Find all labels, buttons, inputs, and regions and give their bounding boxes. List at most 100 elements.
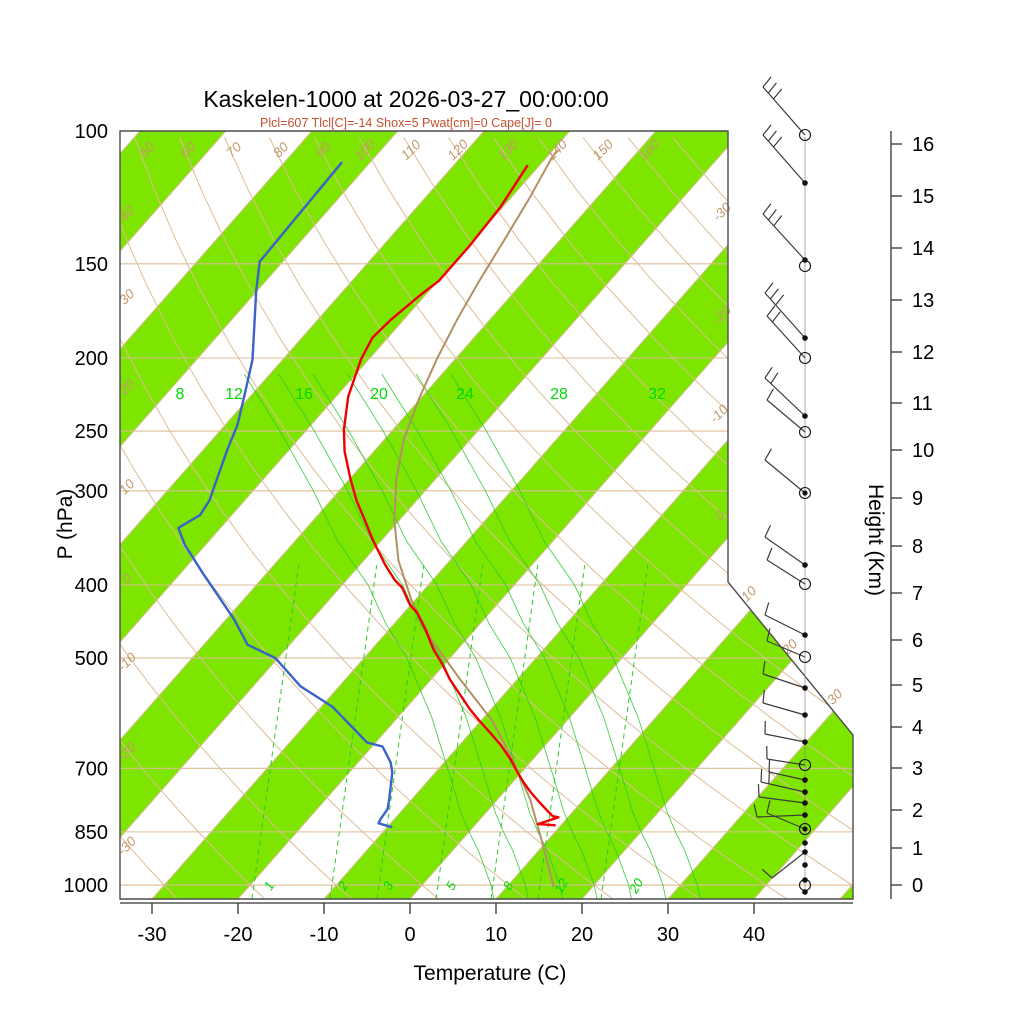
svg-text:850: 850 [75,822,108,844]
svg-text:40: 40 [743,924,765,946]
station-circle [798,259,812,273]
pressure-axis-label: P (hPa) [54,488,77,560]
wind-barb [802,862,808,868]
wind-barb [798,259,812,273]
saturated-adiabat-labels: 8 12 16 20 24 28 32 [176,386,666,403]
height-axis-label: Height (Km) [864,483,887,597]
svg-text:20: 20 [625,875,646,897]
station-circle [798,577,812,591]
temperature-axis [120,902,853,914]
wind-barb [802,889,808,895]
svg-text:14: 14 [912,238,934,260]
station-dot [802,685,808,691]
sounding-indices: Plcl=607 Tlcl[C]=-14 Shox=5 Pwat[cm]=0 C… [260,116,552,130]
green-stripe-bands [120,131,853,899]
wind-barb [766,388,812,439]
svg-text:9: 9 [912,488,923,510]
station-circle [798,878,812,892]
station-dot [802,862,808,868]
station-dot [802,889,808,895]
wind-barb [760,768,808,795]
svg-text:-10: -10 [115,649,140,674]
station-circle [798,128,812,142]
wind-barb-column [753,76,812,895]
svg-text:700: 700 [75,758,108,780]
station-dot [802,826,808,832]
svg-text:200: 200 [75,348,108,370]
station-dot [802,180,808,186]
svg-text:1: 1 [261,879,278,893]
pressure-tick-labels: 100 150 200 250 300 400 500 700 850 1000 [64,121,109,897]
wind-barb [762,690,808,718]
svg-text:15: 15 [912,186,934,208]
wind-barb [764,448,812,500]
wind-barb [766,745,812,772]
svg-text:4: 4 [912,717,923,739]
station-circle [798,486,812,500]
svg-text:400: 400 [75,575,108,597]
station-circle [798,351,812,365]
svg-text:10: 10 [485,924,507,946]
temperature-trace [342,164,560,827]
plot-frame [119,130,854,900]
svg-text:10: 10 [912,440,934,462]
dewpoint-trace [177,161,394,829]
station-dot [802,562,808,568]
svg-text:16: 16 [912,134,934,156]
svg-text:0: 0 [404,924,415,946]
wind-barb [764,366,808,419]
plot-area [120,131,853,899]
mixing-ratio-lines [251,564,649,899]
wind-barb [762,661,808,691]
svg-text:150: 150 [590,136,617,163]
station-dot [802,739,808,745]
wind-barb [762,124,808,186]
svg-text:5: 5 [443,878,460,892]
wind-barb [762,76,812,142]
station-dot [802,777,808,783]
svg-text:6: 6 [912,630,923,652]
temperature-axis-label: Temperature (C) [413,962,567,985]
svg-text:1: 1 [912,838,923,860]
svg-text:10: 10 [738,583,760,605]
svg-text:-10: -10 [310,924,339,946]
svg-text:8: 8 [912,536,923,558]
svg-text:8: 8 [176,386,185,403]
svg-text:-30: -30 [138,924,167,946]
station-dot [802,490,808,496]
svg-text:100: 100 [75,121,108,143]
station-dot [802,712,808,718]
svg-text:16: 16 [295,386,313,403]
svg-text:500: 500 [75,648,108,670]
svg-text:-20: -20 [224,924,253,946]
wind-barb [757,783,808,806]
page-title: Kaskelen-1000 at 2026-03-27_00:00:00 [203,86,609,112]
station-circle [798,650,812,664]
station-circle [798,822,812,836]
svg-text:32: 32 [648,386,666,403]
svg-text:7: 7 [912,583,923,605]
svg-text:12: 12 [225,386,243,403]
wind-barb [802,840,808,846]
station-dot [802,413,808,419]
station-circle [798,758,812,772]
svg-text:110: 110 [398,137,424,163]
svg-text:0: 0 [912,875,923,897]
svg-text:13: 13 [912,290,934,312]
wind-barb [768,758,808,783]
svg-text:5: 5 [912,675,923,697]
wind-barb [766,800,812,836]
svg-text:30: 30 [657,924,679,946]
svg-text:20: 20 [370,386,388,403]
wind-barb [762,203,808,263]
station-dot [802,335,808,341]
parcel-trace [393,149,559,888]
wind-barb [753,804,808,818]
wind-barb [766,628,812,664]
station-dot [802,800,808,806]
station-dot [802,840,808,846]
svg-text:12: 12 [912,342,934,364]
wind-barb [761,849,808,879]
